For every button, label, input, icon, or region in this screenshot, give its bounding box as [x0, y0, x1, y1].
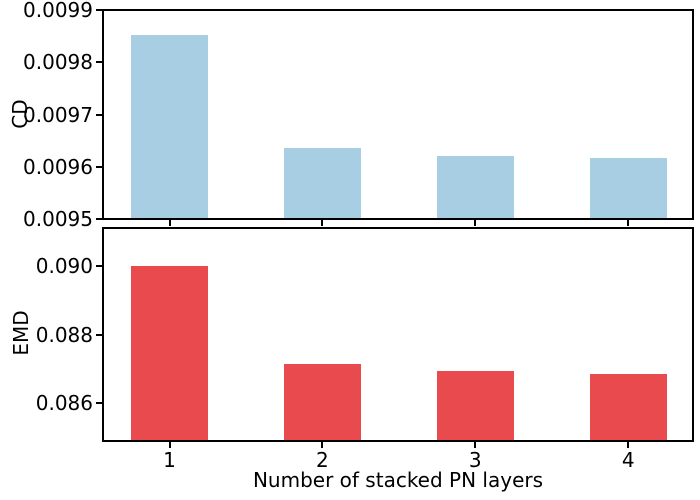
x-tick-mark — [474, 220, 477, 226]
cd-subplot — [102, 9, 694, 220]
emd-bar-1 — [131, 265, 208, 441]
cd-bar-2 — [283, 147, 361, 219]
x-tick-mark — [321, 220, 324, 226]
x-tick-mark — [627, 220, 630, 226]
emd-bar-3 — [436, 371, 514, 441]
emd-bar-4 — [589, 373, 667, 441]
x-tick-label: 2 — [316, 448, 329, 472]
y-tick-mark — [96, 264, 102, 267]
y-tick-label: 0.086 — [35, 391, 93, 416]
y-tick-label: 0.0095 — [23, 207, 93, 231]
y-tick-mark — [96, 165, 102, 168]
emd-subplot — [102, 227, 694, 442]
x-tick-label: 1 — [163, 448, 176, 472]
cd-bar-3 — [436, 155, 514, 219]
y-tick-label: 0.090 — [35, 253, 93, 278]
cd-bar-4 — [589, 157, 667, 219]
x-tick-label: 3 — [468, 448, 482, 472]
cd-bar-1 — [131, 34, 208, 219]
y-tick-mark — [96, 61, 102, 64]
x-tick-mark — [627, 442, 630, 448]
y-tick-mark — [96, 218, 102, 220]
y-tick-mark — [96, 333, 102, 336]
y-tick-label: 0.0099 — [23, 0, 93, 22]
y-tick-mark — [96, 402, 102, 405]
x-tick-mark — [168, 442, 171, 448]
x-tick-mark — [168, 220, 171, 226]
y-tick-label: 0.0098 — [23, 50, 93, 75]
emd-bar-2 — [283, 364, 361, 441]
y-tick-mark — [96, 113, 102, 116]
x-tick-mark — [321, 442, 324, 448]
y-tick-label: 0.088 — [35, 322, 93, 347]
y-tick-label: 0.0097 — [23, 102, 93, 127]
x-axis-label: Number of stacked PN layers — [252, 468, 544, 492]
x-tick-mark — [474, 442, 477, 448]
y-tick-label: 0.0096 — [23, 154, 93, 179]
x-tick-label: 4 — [621, 448, 635, 472]
y-tick-mark — [96, 9, 102, 11]
